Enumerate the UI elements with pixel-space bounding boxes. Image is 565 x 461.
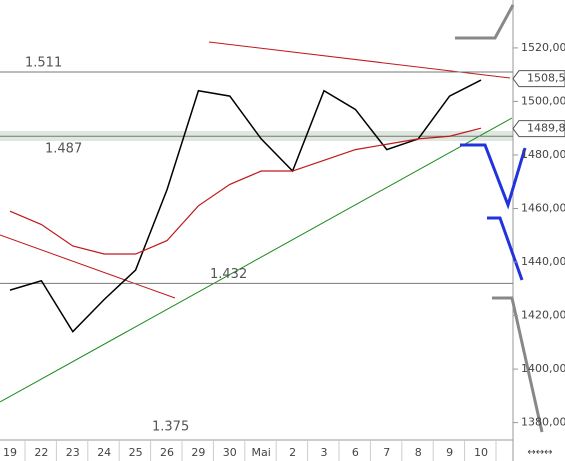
x-tick-label: 2 [289,446,296,459]
projection-blue-1 [460,143,527,210]
price-marker-box [512,120,565,138]
y-tick-label: 1460,000 [521,201,565,214]
price-marker-label: 1489,86 [527,122,565,135]
projection-down [492,296,544,433]
y-tick-label: 1380,000 [521,416,565,429]
x-tick-label: 19 [3,446,17,459]
x-tick-label: 8 [415,446,422,459]
x-tick-label: 25 [129,446,143,459]
y-tick-label: 1440,000 [521,255,565,268]
x-tick-label: 23 [66,446,80,459]
x-tick-label: 30 [223,446,237,459]
level-label: 1.432 [210,267,247,282]
x-tick-label: Mai [252,446,271,459]
zoom-controls[interactable]: ↔↔↔ [527,447,552,458]
price-marker-box [512,70,565,88]
y-tick-label: 1400,000 [521,362,565,375]
x-tick-label: 3 [321,446,328,459]
series-line [9,79,482,333]
x-tick-label: 9 [446,446,453,459]
projection-blue-2 [487,216,524,281]
level-label: 1.487 [45,142,82,157]
x-tick-label: 6 [352,446,359,459]
level-label: 1.511 [25,55,62,70]
series-line [9,127,482,255]
projection-up [455,4,515,40]
level-label: 1.375 [152,419,189,434]
x-tick-label: 29 [191,446,205,459]
trendline-old [0,234,176,299]
trendline-support [0,117,513,403]
y-tick-label: 1520,000 [521,41,565,54]
x-tick-label: 7 [383,446,390,459]
y-tick-label: 1500,000 [521,94,565,107]
y-tick-label: 1420,000 [521,309,565,322]
x-tick-label: 22 [34,446,48,459]
price-marker-label: 1508,50 [527,72,565,85]
x-tick-label: 24 [97,446,111,459]
y-tick-label: 1480,000 [521,148,565,161]
x-tick-label: 10 [474,446,488,459]
x-tick-label: 26 [160,446,174,459]
